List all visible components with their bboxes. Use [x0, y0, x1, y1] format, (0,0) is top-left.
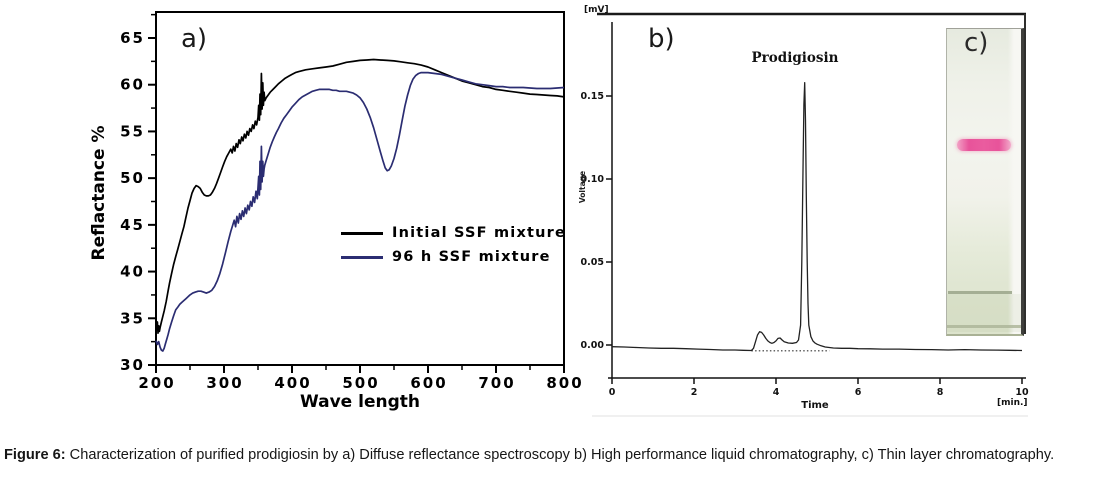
legend-line-black	[341, 231, 383, 235]
panel-a-label: a)	[181, 24, 208, 54]
svg-text:4: 4	[773, 387, 780, 398]
panel-a-legend: Initial SSF mixture 96 h SSF mixture	[341, 221, 566, 269]
svg-text:55: 55	[120, 122, 145, 140]
svg-text:0.00: 0.00	[581, 340, 605, 351]
legend-label-96h-ssf: 96 h SSF mixture	[392, 249, 551, 265]
figure-caption-text: Characterization of purified prodigiosin…	[65, 447, 1055, 463]
panel-b-y-unit-label: [mV]	[584, 5, 609, 15]
svg-text:8: 8	[937, 387, 944, 398]
svg-text:60: 60	[120, 76, 145, 94]
svg-text:35: 35	[120, 309, 145, 327]
svg-text:50: 50	[120, 169, 145, 187]
svg-text:30: 30	[120, 356, 145, 374]
svg-text:500: 500	[342, 374, 379, 392]
svg-text:800: 800	[546, 374, 583, 392]
panel-a-y-axis-title: Reflactance %	[89, 125, 109, 261]
tlc-origin-line	[948, 291, 1012, 294]
svg-text:2: 2	[691, 387, 698, 398]
panel-c-label: c)	[964, 28, 989, 58]
panel-a-x-axis-title: Wave length	[299, 392, 420, 412]
panel-b-label: b)	[648, 24, 675, 54]
svg-text:40: 40	[120, 263, 145, 281]
legend-label-initial-ssf: Initial SSF mixture	[392, 225, 567, 241]
legend-line-navy	[341, 255, 383, 259]
svg-text:400: 400	[274, 374, 311, 392]
legend-item-initial-ssf: Initial SSF mixture	[341, 221, 566, 245]
svg-text:300: 300	[206, 374, 243, 392]
svg-text:200: 200	[138, 374, 175, 392]
svg-text:600: 600	[410, 374, 447, 392]
prodigiosin-peak-annotation: Prodigiosin	[751, 50, 839, 66]
svg-text:0: 0	[609, 387, 616, 398]
tlc-pink-prodigiosin-band	[957, 139, 1011, 151]
svg-text:45: 45	[120, 216, 145, 234]
svg-text:0.05: 0.05	[581, 257, 604, 268]
svg-text:700: 700	[478, 374, 515, 392]
panel-b-x-unit-label: [min.]	[997, 398, 1028, 408]
panel-b-x-axis-title: Time	[801, 400, 829, 411]
figure-caption: Figure 6: Characterization of purified p…	[4, 447, 1114, 463]
tlc-plate-edge-highlight	[1008, 29, 1021, 334]
svg-text:10: 10	[1015, 387, 1029, 398]
figure-caption-prefix: Figure 6:	[4, 447, 66, 463]
tlc-plate-photo	[946, 28, 1024, 336]
svg-text:0.15: 0.15	[581, 91, 604, 102]
svg-text:6: 6	[855, 387, 862, 398]
svg-text:65: 65	[120, 29, 145, 47]
panel-b-y-axis-title: Voltage	[578, 170, 587, 204]
tlc-plate-bottom-edge	[947, 325, 1021, 328]
legend-item-96h-ssf: 96 h SSF mixture	[341, 245, 566, 269]
